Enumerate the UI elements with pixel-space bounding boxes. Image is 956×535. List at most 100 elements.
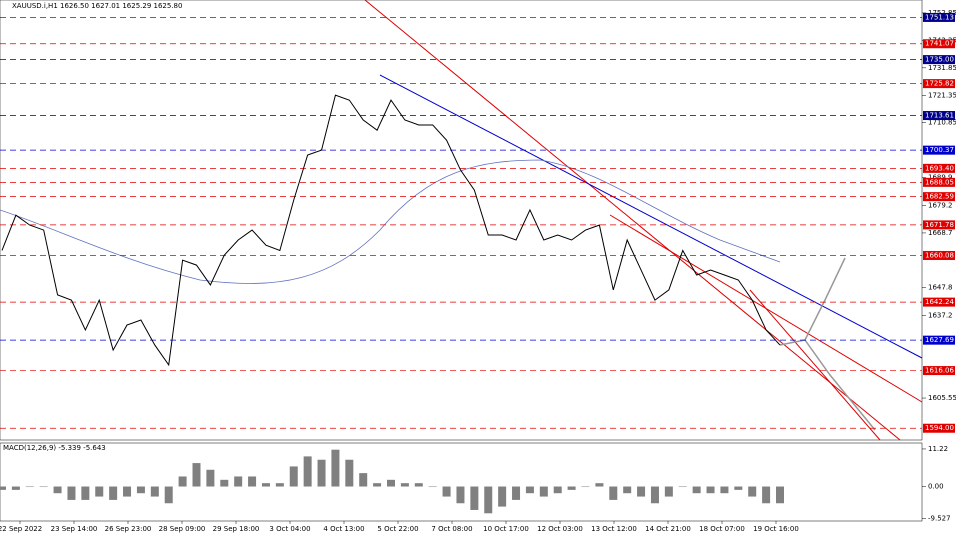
macd-bar (637, 486, 646, 497)
y-tick-label: 1647.8 (928, 284, 953, 292)
macd-bar (164, 486, 173, 504)
x-tick-label: 23 Sep 14:00 (51, 525, 98, 533)
macd-bar (178, 476, 187, 487)
macd-tick-label: 0.00 (928, 483, 944, 491)
y-tick-label: 1731.85 (928, 64, 956, 72)
x-tick-label: 3 Oct 04:00 (269, 525, 310, 533)
x-tick-label: 10 Oct 17:00 (483, 525, 529, 533)
macd-bar (206, 469, 215, 487)
macd-bar (748, 486, 757, 497)
chart-title: XAUUSD.i,H1 1626.50 1627.01 1625.29 1625… (12, 2, 182, 10)
y-tick-label: 1668.7 (928, 229, 953, 237)
macd-bar (664, 486, 673, 497)
macd-bar (623, 486, 632, 494)
x-tick-label: 5 Oct 22:00 (377, 525, 418, 533)
macd-bar (400, 483, 409, 487)
macd-bar (39, 486, 48, 488)
level-label: 1751.13 (925, 13, 954, 21)
macd-bar (470, 486, 479, 510)
level-box (923, 55, 955, 65)
macd-bar (220, 479, 229, 487)
level-label: 1671.78 (925, 221, 954, 229)
level-label: 1594.00 (925, 424, 954, 432)
level-label: 1700.37 (925, 146, 954, 154)
macd-bar (261, 483, 270, 487)
macd-bar (0, 486, 6, 490)
macd-bar (331, 449, 340, 487)
macd-bar (734, 486, 743, 490)
level-box (923, 39, 955, 49)
level-label: 1688.05 (925, 178, 954, 186)
x-tick-label: 13 Oct 12:00 (591, 525, 637, 533)
macd-bar (289, 466, 298, 487)
level-box (923, 366, 955, 376)
macd-bar (81, 486, 90, 500)
macd-bar (498, 486, 507, 507)
macd-bar (359, 473, 368, 487)
macd-bar (387, 479, 395, 487)
macd-tick-label: -9.527 (928, 514, 951, 522)
main-frame (0, 0, 923, 441)
macd-bar (95, 486, 104, 497)
trend-line (749, 289, 881, 441)
level-box (923, 145, 955, 155)
level-box (923, 163, 955, 173)
macd-bar (706, 486, 715, 494)
level-box (923, 111, 955, 121)
macd-bar (25, 486, 34, 488)
macd-bar (248, 476, 257, 487)
x-tick-label: 18 Oct 07:00 (699, 525, 745, 533)
macd-label: MACD(12,26,9) -5.339 -5.643 (3, 444, 106, 452)
level-box (923, 423, 955, 433)
x-tick-label: 19 Oct 16:00 (753, 525, 799, 533)
macd-bar (692, 486, 701, 494)
level-box (923, 335, 955, 345)
macd-bar (11, 486, 20, 490)
x-tick-label: 4 Oct 13:00 (323, 525, 364, 533)
trend-line (364, 0, 901, 441)
macd-bar (317, 459, 326, 487)
y-tick-label: 1637.2 (928, 311, 953, 319)
macd-bar (650, 486, 659, 504)
macd-bar (678, 486, 687, 488)
macd-bar (581, 486, 590, 488)
level-label: 1682.59 (925, 193, 954, 201)
macd-bar (609, 486, 618, 500)
y-tick-label: 1689.9 (928, 174, 953, 182)
macd-bar (109, 486, 118, 500)
y-tick-label: 1710.85 (928, 119, 956, 127)
x-tick-label: 22 Sep 2022 (0, 525, 42, 533)
macd-bar (525, 486, 534, 494)
level-label: 1693.40 (925, 164, 954, 172)
macd-bar (67, 486, 76, 500)
y-tick-label: 1605.55 (928, 394, 956, 402)
level-box (923, 79, 955, 89)
y-tick-label: 1679.2 (928, 201, 953, 209)
macd-bar (553, 486, 562, 494)
level-label: 1627.69 (925, 336, 954, 344)
x-tick-label: 28 Sep 09:00 (159, 525, 206, 533)
macd-bar (136, 486, 145, 494)
x-tick-label: 12 Oct 03:00 (537, 525, 583, 533)
y-tick-label: 1721.35 (928, 91, 956, 99)
macd-bar (303, 456, 312, 487)
level-label: 1616.06 (925, 367, 954, 375)
macd-bar (150, 486, 159, 497)
macd-bar (234, 476, 243, 487)
macd-bar (567, 486, 576, 490)
macd-tick-label: 11.22 (928, 445, 948, 453)
macd-bar (762, 486, 771, 504)
x-tick-label: 7 Oct 08:00 (431, 525, 472, 533)
level-box (923, 250, 955, 260)
macd-bar (776, 486, 784, 504)
level-box (923, 12, 955, 22)
macd-bar (484, 486, 493, 514)
level-box (923, 192, 955, 202)
macd-bar (123, 486, 132, 497)
macd-bar (345, 459, 354, 487)
macd-bar (720, 486, 729, 494)
macd-bar (428, 486, 437, 488)
price-line (1, 94, 781, 367)
level-label: 1735.00 (925, 56, 954, 64)
level-label: 1741.07 (925, 40, 954, 48)
